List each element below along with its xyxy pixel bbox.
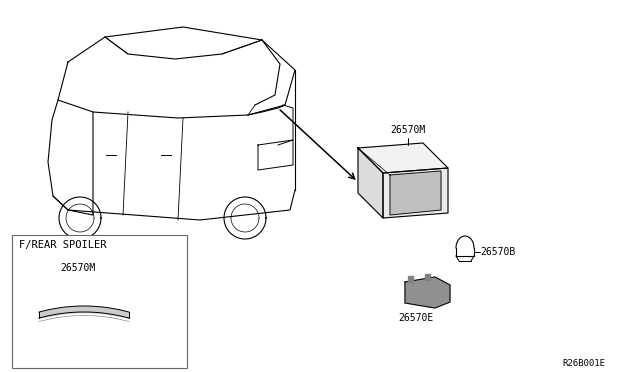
Polygon shape — [383, 168, 448, 218]
Bar — [12, 235, 187, 368]
Polygon shape — [358, 148, 383, 218]
Text: 26570E: 26570E — [398, 313, 434, 323]
Polygon shape — [425, 274, 430, 280]
Polygon shape — [405, 277, 450, 308]
Polygon shape — [390, 171, 441, 215]
Text: R26B001E: R26B001E — [562, 359, 605, 369]
Text: 26570M: 26570M — [60, 263, 95, 273]
Text: 26570M: 26570M — [390, 125, 425, 135]
Text: F/REAR SPOILER: F/REAR SPOILER — [19, 240, 106, 250]
Polygon shape — [408, 276, 413, 282]
Text: 26570B: 26570B — [480, 247, 515, 257]
Polygon shape — [358, 143, 448, 173]
